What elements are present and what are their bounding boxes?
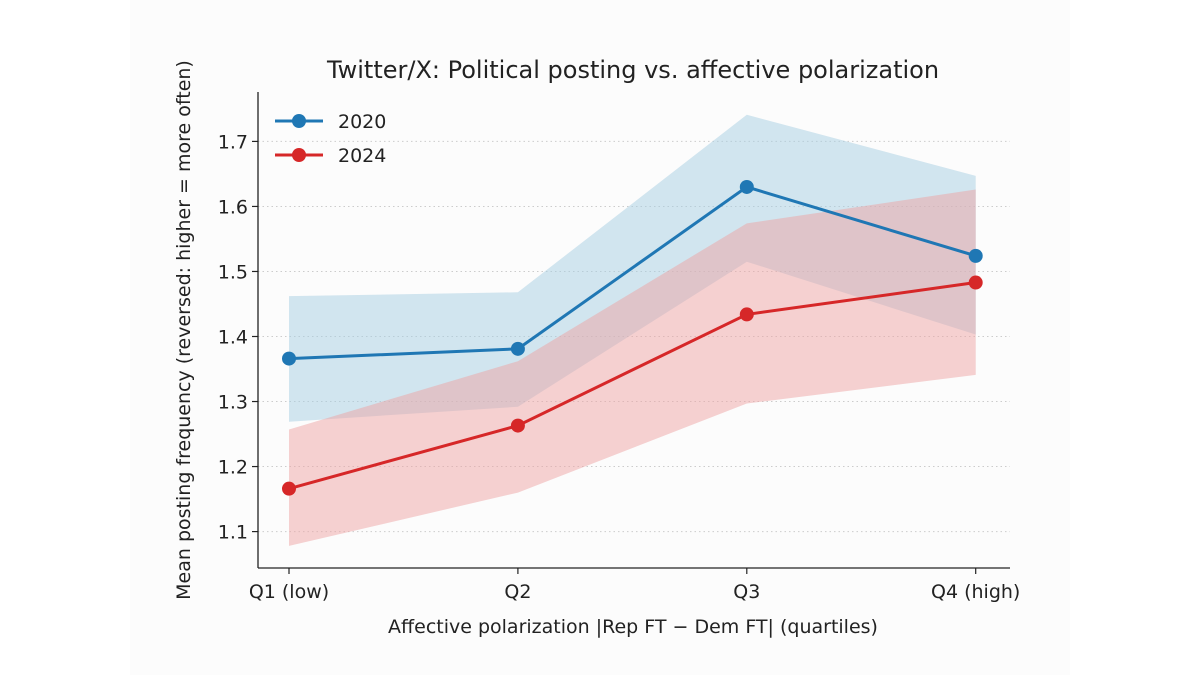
x-axis-label: Affective polarization |Rep FT − Dem FT|… xyxy=(388,616,878,638)
y-tick-label: 1.2 xyxy=(218,457,248,479)
y-tick-label: 1.7 xyxy=(218,131,248,153)
y-axis-label: Mean posting frequency (reversed: higher… xyxy=(173,60,195,600)
legend-marker-2020 xyxy=(292,114,306,128)
point-2024 xyxy=(510,418,525,433)
point-2024 xyxy=(282,481,296,496)
legend: 2020 2024 xyxy=(275,111,386,167)
point-2024 xyxy=(968,275,983,290)
axes: 1.1 1.2 1.3 1.4 1.5 1.6 1.7 Q1 (low) Q2 Q3 Q4 (hig… xyxy=(218,92,1020,603)
x-tick-label: Q4 (high) xyxy=(931,581,1020,603)
y-tick-label: 1.6 xyxy=(218,196,248,218)
legend-label: 2024 xyxy=(338,145,386,167)
x-tick-label: Q3 xyxy=(733,581,760,603)
point-2024 xyxy=(739,307,754,322)
chart-title: Twitter/X: Political posting vs. affecti… xyxy=(326,56,939,84)
series-lines xyxy=(282,179,983,496)
line-2024 xyxy=(288,281,976,491)
legend-marker-2024 xyxy=(292,148,306,162)
band-2024 xyxy=(289,189,976,546)
point-2020 xyxy=(510,341,525,356)
line-2020 xyxy=(288,185,977,361)
y-tick-label: 1.4 xyxy=(218,327,248,349)
y-tick-label: 1.3 xyxy=(218,392,248,414)
y-tick-label: 1.1 xyxy=(218,522,248,544)
confidence-bands xyxy=(289,114,976,546)
point-2020 xyxy=(282,351,296,366)
point-2020 xyxy=(739,179,754,194)
legend-label: 2020 xyxy=(338,111,386,133)
point-2020 xyxy=(968,248,983,263)
x-tick-label: Q2 xyxy=(504,581,531,603)
y-tick-label: 1.5 xyxy=(218,261,248,283)
x-tick-label: Q1 (low) xyxy=(249,581,329,603)
